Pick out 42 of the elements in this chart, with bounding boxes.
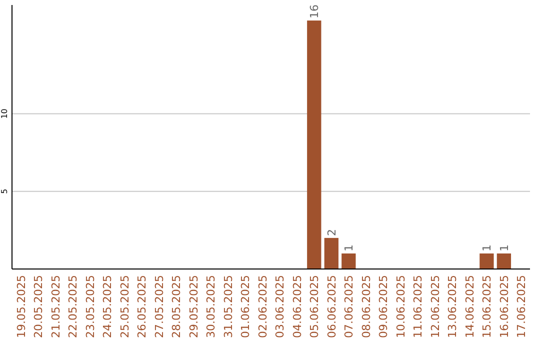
x-tick-label: 08.06.2025 bbox=[360, 275, 373, 338]
x-tick-label: 30.05.2025 bbox=[204, 275, 218, 338]
x-tick-label: 14.06.2025 bbox=[463, 275, 476, 338]
data-label: 16 bbox=[308, 4, 322, 19]
x-tick-label: 06.06.2025 bbox=[325, 275, 338, 338]
x-tick-label: 01.06.2025 bbox=[239, 275, 252, 338]
bar bbox=[496, 253, 512, 269]
x-tick-label: 24.05.2025 bbox=[101, 275, 114, 338]
x-tick-label: 22.05.2025 bbox=[66, 275, 80, 338]
data-label: 1 bbox=[498, 244, 511, 252]
x-tick-label: 25.05.2025 bbox=[118, 275, 132, 338]
x-tick-label: 11.06.2025 bbox=[412, 275, 425, 338]
x-tick-label: 07.06.2025 bbox=[342, 275, 356, 338]
x-tick-label: 31.05.2025 bbox=[222, 275, 235, 338]
x-tick-label: 26.05.2025 bbox=[136, 275, 149, 338]
x-tick-label: 04.06.2025 bbox=[290, 275, 304, 338]
data-label: 1 bbox=[480, 244, 494, 252]
bar bbox=[324, 238, 338, 269]
x-tick-label: 10.06.2025 bbox=[394, 275, 408, 338]
x-tick-label: 17.06.2025 bbox=[515, 275, 528, 338]
x-tick-label: 20.05.2025 bbox=[32, 275, 46, 338]
y-tick-label: 10 bbox=[0, 108, 9, 119]
x-tick-label: 19.05.2025 bbox=[14, 275, 28, 338]
bar bbox=[342, 253, 356, 269]
x-tick-label: 16.06.2025 bbox=[498, 275, 511, 338]
x-tick-label: 28.05.2025 bbox=[170, 275, 184, 338]
x-tick-label: 27.05.2025 bbox=[152, 275, 166, 338]
x-tick-label: 13.06.2025 bbox=[446, 275, 460, 338]
y-tick-label: 5 bbox=[0, 188, 9, 194]
x-tick-label: 21.05.2025 bbox=[49, 275, 62, 338]
data-label: 1 bbox=[342, 244, 356, 252]
x-tick-label: 29.05.2025 bbox=[187, 275, 200, 338]
x-tick-label: 12.06.2025 bbox=[428, 275, 442, 338]
bar bbox=[480, 253, 494, 269]
x-tick-label: 02.06.2025 bbox=[256, 275, 270, 338]
x-tick-label: 05.06.2025 bbox=[308, 275, 322, 338]
x-tick-label: 09.06.2025 bbox=[377, 275, 390, 338]
x-tick-label: 03.06.2025 bbox=[274, 275, 287, 338]
bar bbox=[307, 20, 322, 269]
x-tick-label: 23.05.2025 bbox=[84, 275, 97, 338]
data-label: 2 bbox=[325, 228, 338, 236]
x-tick-label: 15.06.2025 bbox=[480, 275, 494, 338]
